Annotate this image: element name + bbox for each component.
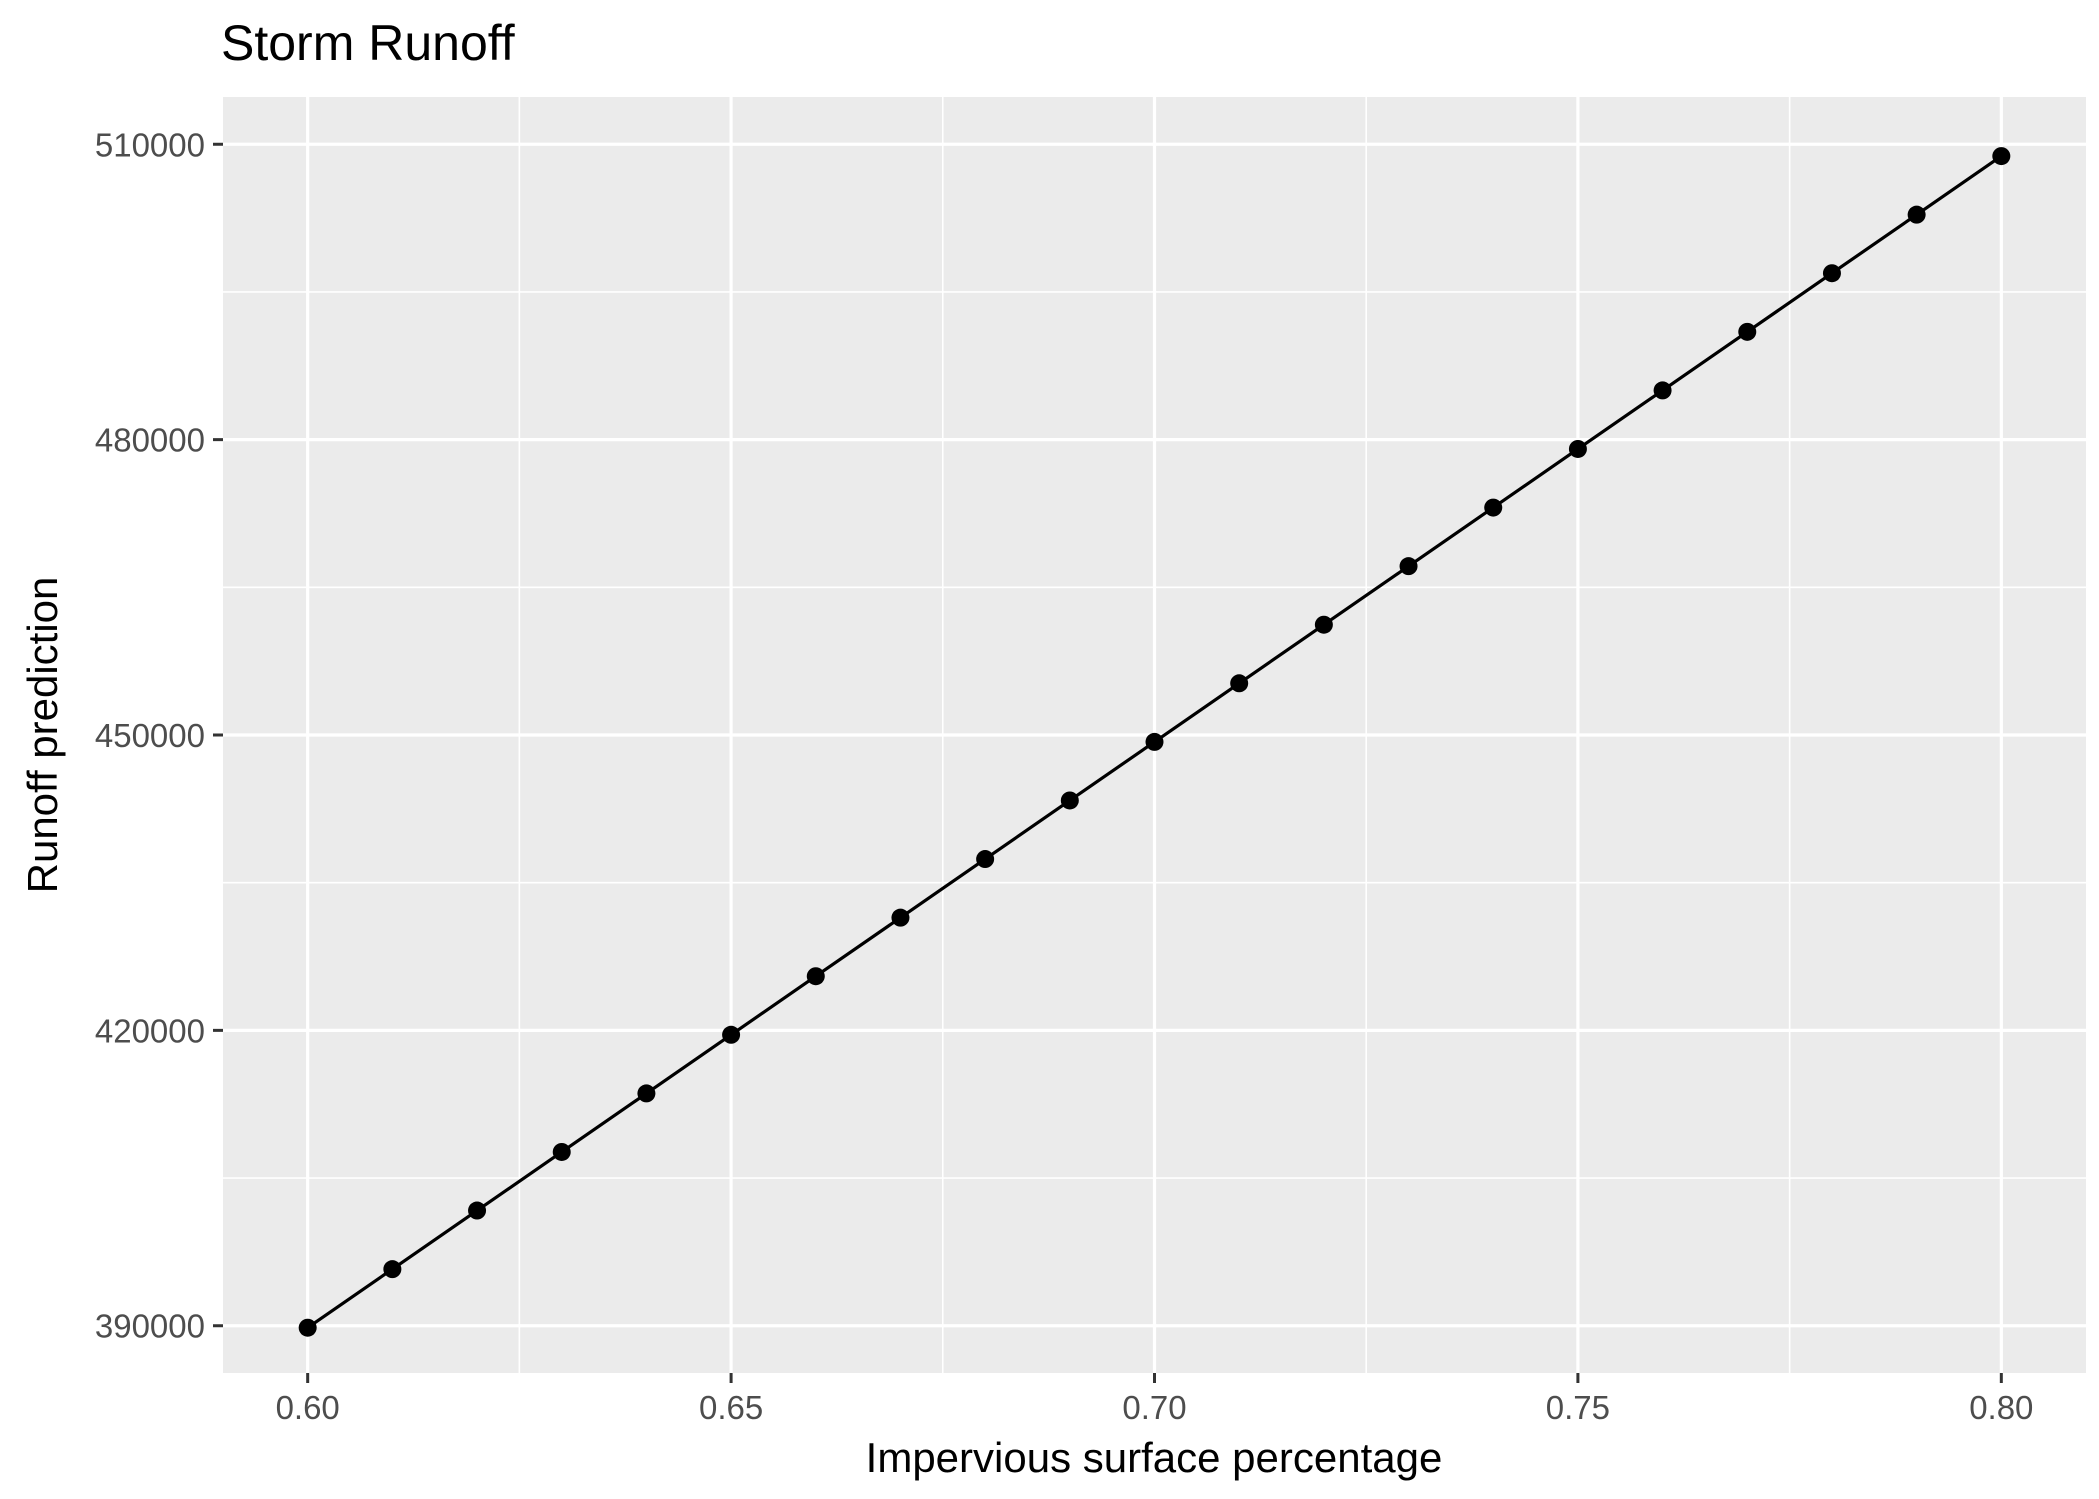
x-tick-label: 0.70: [1122, 1389, 1186, 1426]
data-point: [1060, 791, 1079, 810]
data-point: [1314, 615, 1333, 634]
data-point: [1653, 381, 1672, 400]
data-point: [1484, 498, 1503, 517]
data-point: [806, 967, 825, 986]
data-point: [1230, 674, 1249, 693]
x-tick-label: 0.65: [699, 1389, 763, 1426]
y-tick-label: 420000: [95, 1012, 205, 1049]
y-tick-label: 450000: [95, 717, 205, 754]
data-point: [1907, 205, 1926, 224]
x-axis: 0.60 0.65 0.70 0.75 0.80: [276, 1373, 2033, 1426]
data-point: [552, 1142, 571, 1161]
data-point: [976, 850, 995, 869]
y-axis-title: Runoff prediction: [19, 577, 66, 894]
data-point: [637, 1084, 656, 1103]
data-point: [891, 908, 910, 927]
y-tick-label: 390000: [95, 1308, 205, 1345]
y-tick-label: 510000: [95, 126, 205, 163]
data-point: [298, 1318, 317, 1337]
data-point: [1822, 264, 1841, 283]
x-tick-label: 0.75: [1546, 1389, 1610, 1426]
data-point: [1568, 439, 1587, 458]
y-tick-label: 480000: [95, 422, 205, 459]
x-axis-title: Impervious surface percentage: [866, 1434, 1443, 1481]
data-point: [1992, 147, 2011, 166]
data-point: [383, 1260, 402, 1279]
data-point: [1399, 557, 1418, 576]
data-point: [722, 1025, 741, 1044]
series-layer: [298, 147, 2011, 1337]
y-axis: 390000 420000 450000 480000 510000: [95, 126, 223, 1345]
data-point: [468, 1201, 487, 1220]
x-tick-label: 0.80: [1969, 1389, 2033, 1426]
data-point: [1738, 322, 1757, 341]
x-tick-label: 0.60: [276, 1389, 340, 1426]
chart-title: Storm Runoff: [221, 15, 515, 71]
data-point: [1145, 732, 1164, 751]
